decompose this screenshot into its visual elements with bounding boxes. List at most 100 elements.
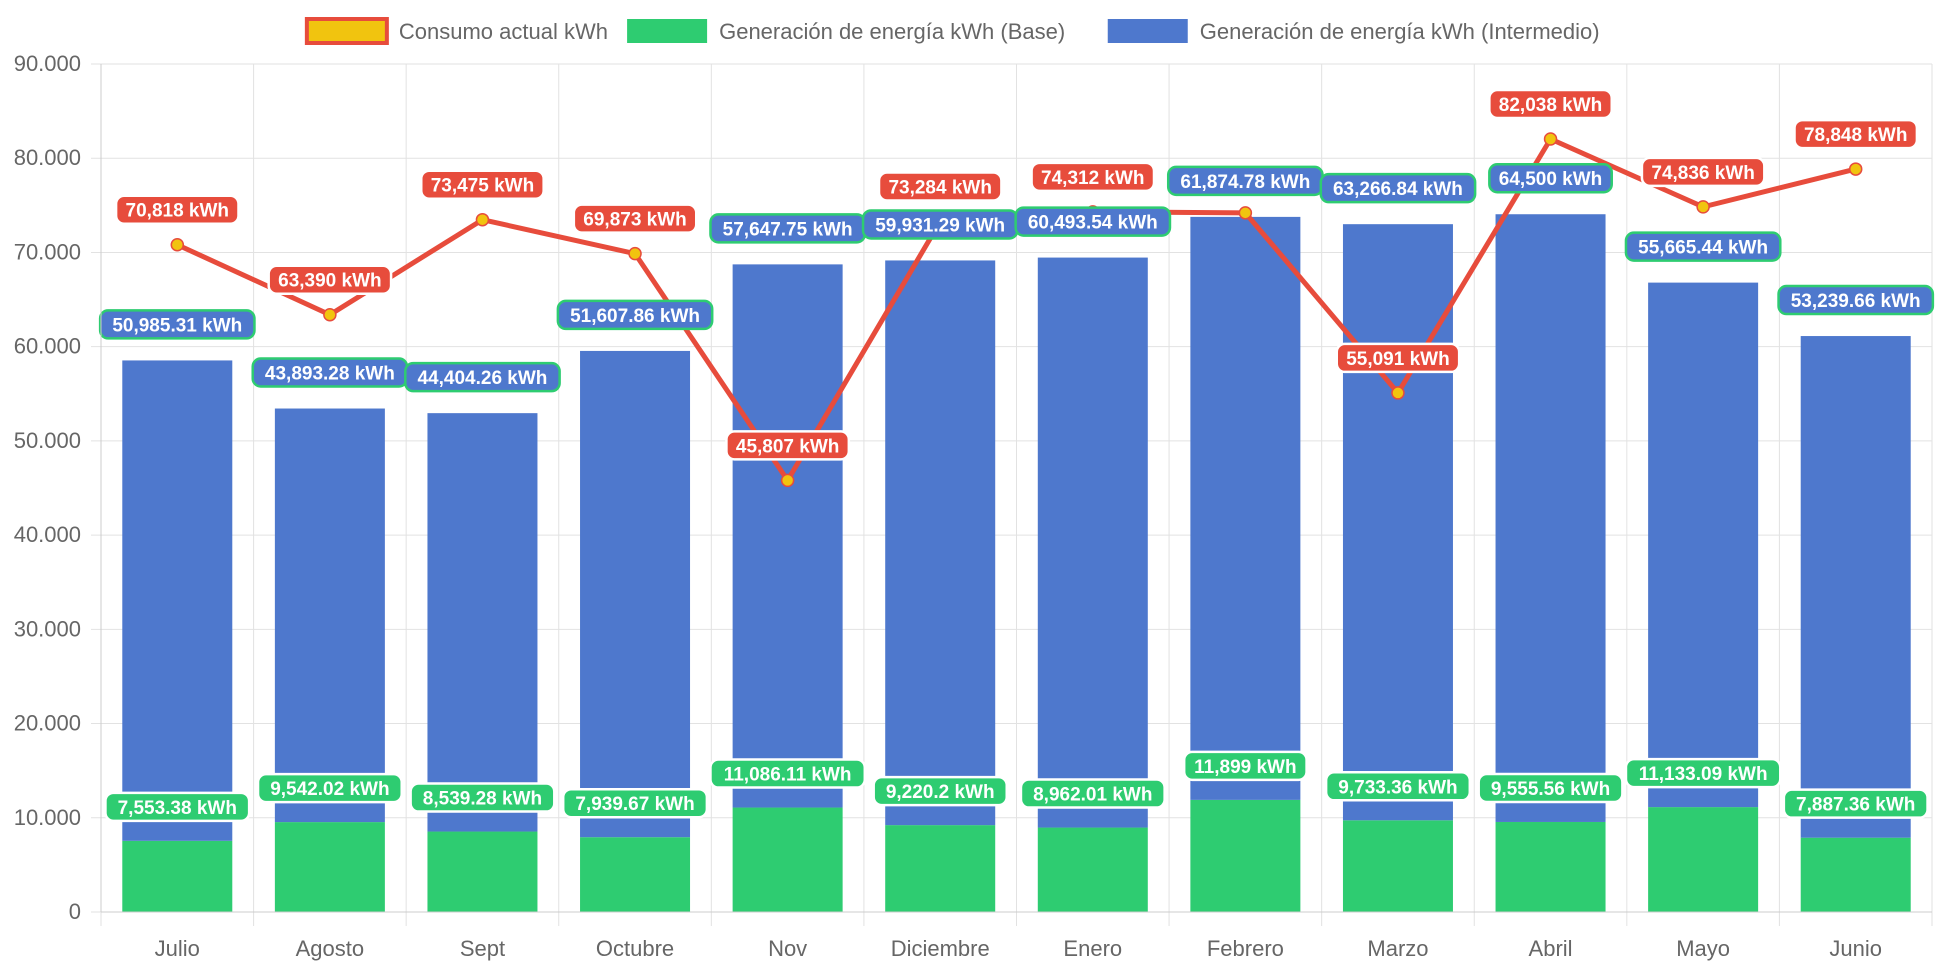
consumption-value-label: 74,312 kWh	[1030, 161, 1156, 193]
x-tick-label: Junio	[1829, 936, 1882, 961]
y-tick-label: 70.000	[14, 239, 81, 264]
axes: 0 10.000 20.000 30.000 40.000 50.000 60.000 70.…	[14, 51, 1932, 961]
intermedio-value-label: 61,874.78 kWh	[1166, 165, 1324, 197]
consumption-value-label-bg	[1335, 342, 1461, 374]
consumption-point	[628, 246, 642, 261]
bar-base	[1648, 807, 1759, 912]
data-labels: 7,553.38 kWh 9,542.02 kWh 8,539.28 kWh 7,93…	[98, 88, 1935, 823]
consumption-value-label-bg	[1793, 118, 1919, 150]
consumption-value-label-text: 82,038 kWh	[1499, 95, 1603, 116]
consumption-value-label-text: 55,091 kWh	[1346, 349, 1450, 370]
base-value-label-bg	[872, 775, 1008, 807]
x-tick-label: Agosto	[296, 936, 365, 961]
bar-intermedio	[427, 413, 538, 832]
legend-item[interactable]: Generación de energía kWh (Base)	[627, 19, 1065, 44]
legend-swatch	[304, 17, 389, 45]
intermedio-value-label-text: 64,500 kWh	[1499, 169, 1603, 190]
x-tick-label: Sept	[460, 936, 505, 961]
base-value-label-bg	[1182, 750, 1308, 782]
base-value-label: 11,133.09 kWh	[1624, 757, 1782, 789]
base-value-label-bg	[1782, 788, 1929, 819]
intermedio-value-label-text: 61,874.78 kWh	[1180, 172, 1310, 193]
intermedio-value-label: 60,493.54 kWh	[1014, 206, 1172, 237]
consumption-value-label-text: 70,818 kWh	[126, 201, 230, 222]
base-value-label: 7,939.67 kWh	[561, 787, 709, 819]
consumption-value-label: 45,807 kWh	[725, 430, 851, 461]
base-value-label-text: 11,899 kWh	[1194, 757, 1296, 778]
base-value-label-text: 8,962.01 kWh	[1033, 785, 1152, 806]
intermedio-value-label-text: 63,266.84 kWh	[1333, 179, 1463, 200]
base-value-label: 9,220.2 kWh	[872, 775, 1008, 807]
consumption-value-label-text: 78,848 kWh	[1804, 125, 1908, 146]
y-tick-label: 0	[69, 899, 81, 924]
base-value-label-bg	[1477, 772, 1624, 804]
legend-item[interactable]: Generación de energía kWh (Intermedio)	[1107, 19, 1600, 44]
base-value-label: 8,962.01 kWh	[1019, 778, 1166, 809]
consumption-value-label: 78,848 kWh	[1793, 118, 1919, 150]
bar-base	[1800, 837, 1911, 912]
base-value-label: 11,899 kWh	[1182, 750, 1308, 782]
consumption-value-label-text: 73,475 kWh	[431, 176, 535, 197]
consumption-value-label-text: 74,312 kWh	[1041, 168, 1145, 189]
x-tick-label: Marzo	[1367, 936, 1428, 961]
bar-intermedio	[1037, 257, 1148, 828]
x-tick-label: Enero	[1063, 936, 1122, 961]
base-value-label-bg	[256, 772, 403, 804]
intermedio-value-label: 55,665.44 kWh	[1624, 231, 1782, 262]
y-tick-label: 90.000	[14, 51, 81, 76]
base-value-label-text: 11,086.11 kWh	[724, 765, 852, 786]
consumption-point	[323, 307, 337, 322]
consumption-value-label-bg	[572, 203, 698, 234]
consumption-value-label-text: 63,390 kWh	[278, 271, 382, 292]
consumption-value-label: 73,475 kWh	[420, 169, 545, 200]
legend-swatch	[627, 19, 708, 43]
bar-intermedio	[732, 264, 843, 808]
consumption-point	[1696, 200, 1710, 214]
bar-intermedio	[885, 260, 996, 826]
consumption-value-label-bg	[1030, 161, 1156, 193]
base-value-label-bg	[409, 782, 556, 813]
intermedio-value-label-bg	[556, 299, 714, 331]
x-tick-label: Diciembre	[891, 936, 990, 961]
consumption-value-label: 82,038 kWh	[1488, 88, 1613, 120]
x-tick-label: Febrero	[1207, 936, 1284, 961]
legend-swatch	[1107, 19, 1188, 43]
base-value-label-bg	[1019, 778, 1166, 809]
intermedio-value-label: 44,404.26 kWh	[404, 361, 561, 393]
intermedio-value-label-bg	[1014, 206, 1172, 237]
bar-base	[1037, 827, 1148, 912]
legend[interactable]: Consumo actual kWh Generación de energía …	[304, 17, 1600, 45]
intermedio-value-label-text: 50,985.31 kWh	[112, 315, 242, 336]
x-tick-label: Octubre	[596, 936, 674, 961]
legend-item[interactable]: Consumo actual kWh	[304, 17, 608, 45]
base-value-label-text: 7,887.36 kWh	[1796, 795, 1915, 816]
consumption-value-label-bg	[420, 169, 545, 200]
x-tick-label: Mayo	[1676, 936, 1730, 961]
intermedio-value-label: 50,985.31 kWh	[98, 309, 256, 340]
base-value-label-text: 9,220.2 kWh	[886, 782, 995, 803]
base-value-label-text: 9,733.36 kWh	[1338, 777, 1457, 798]
bar-intermedio	[274, 408, 385, 823]
intermedio-value-label: 59,931.29 kWh	[861, 209, 1019, 240]
base-value-label-text: 9,542.02 kWh	[270, 779, 389, 800]
bars	[122, 214, 1911, 912]
bar-base	[122, 840, 233, 912]
consumption-value-label-text: 45,807 kWh	[736, 436, 840, 457]
legend-label: Consumo actual kWh	[399, 19, 608, 44]
base-value-label: 9,733.36 kWh	[1324, 771, 1472, 802]
bar-intermedio	[1190, 216, 1301, 800]
consumption-value-label-bg	[114, 194, 240, 225]
intermedio-value-label: 43,893.28 kWh	[251, 357, 409, 388]
intermedio-value-label-text: 53,239.66 kWh	[1791, 291, 1921, 312]
base-value-label: 7,887.36 kWh	[1782, 788, 1929, 819]
y-tick-label: 60.000	[14, 334, 81, 359]
bar-intermedio	[1342, 224, 1453, 821]
consumption-value-label-text: 69,873 kWh	[583, 210, 687, 231]
base-value-label-text: 7,939.67 kWh	[575, 794, 694, 815]
bar-base	[885, 825, 996, 912]
base-value-label-bg	[104, 791, 251, 823]
intermedio-value-label-bg	[1624, 231, 1782, 262]
bar-intermedio	[1648, 282, 1759, 808]
x-tick-label: Nov	[768, 936, 807, 961]
